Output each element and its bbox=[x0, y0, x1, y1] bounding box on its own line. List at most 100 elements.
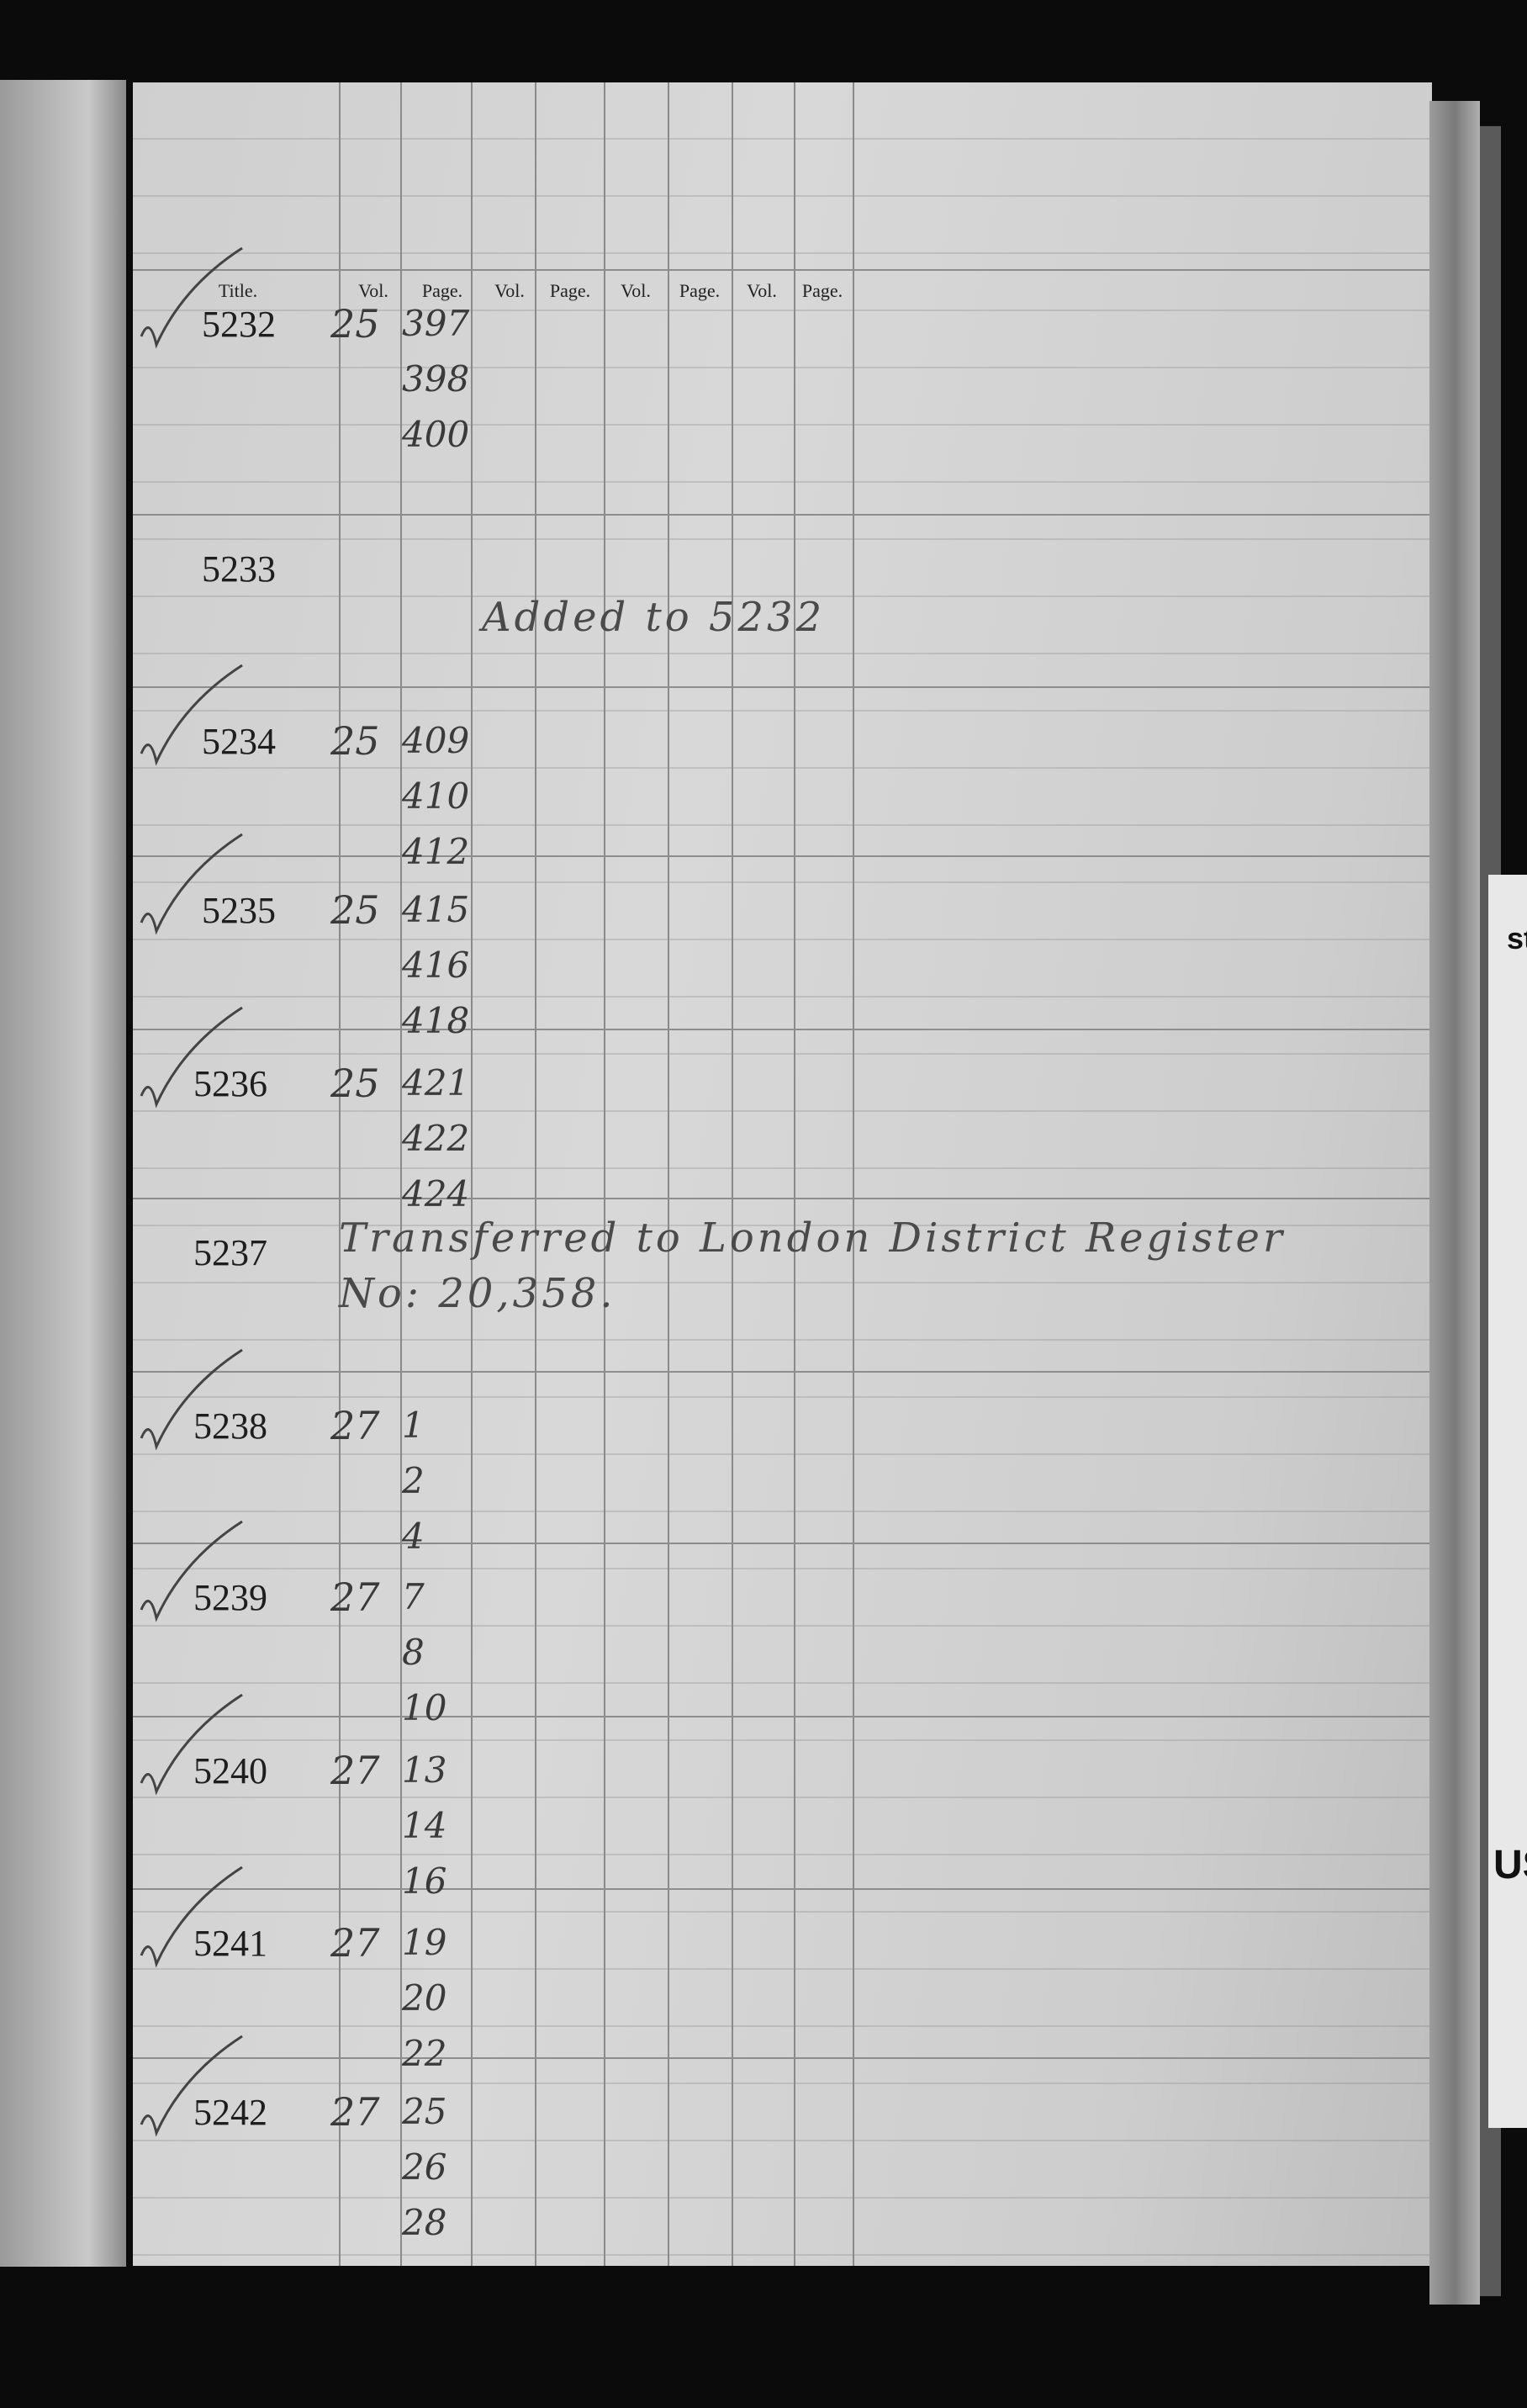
ruling bbox=[133, 82, 1432, 2266]
column-header: Page. bbox=[549, 280, 591, 301]
page-number: 418 bbox=[402, 1000, 470, 1041]
note: Transferred to London District Register bbox=[339, 1215, 1286, 1262]
page-number: 400 bbox=[402, 414, 470, 455]
page-number: 424 bbox=[402, 1173, 470, 1215]
check-stroke bbox=[140, 664, 243, 766]
volume: 27 bbox=[330, 1403, 380, 1448]
edge-fragment: US bbox=[1493, 1843, 1527, 1887]
column-line bbox=[794, 82, 795, 2266]
page-number: 10 bbox=[402, 1687, 447, 1728]
row-line bbox=[133, 514, 1432, 516]
row-line bbox=[133, 1371, 1432, 1373]
page-number: 22 bbox=[402, 2033, 447, 2074]
page-number: 16 bbox=[402, 1860, 447, 1902]
check-stroke bbox=[140, 2035, 243, 2137]
page-number: 412 bbox=[402, 831, 470, 872]
background-paper bbox=[1488, 875, 1527, 2128]
page-number: 422 bbox=[402, 1118, 470, 1159]
row-line bbox=[133, 1029, 1432, 1030]
volume: 25 bbox=[330, 1061, 380, 1106]
volume: 27 bbox=[330, 1574, 380, 1620]
volume: 25 bbox=[330, 301, 380, 347]
check-mark bbox=[140, 1866, 243, 1968]
page-number: 8 bbox=[402, 1632, 425, 1673]
check-stroke bbox=[140, 1866, 243, 1968]
check-mark bbox=[140, 2035, 243, 2137]
page-number: 415 bbox=[402, 889, 470, 930]
page-number: 409 bbox=[402, 720, 470, 761]
volume: 27 bbox=[330, 2089, 380, 2135]
entry-number: 5233 bbox=[202, 548, 276, 590]
column-header: Vol. bbox=[358, 280, 388, 301]
book-cover bbox=[1429, 101, 1480, 2305]
row-line bbox=[133, 269, 1432, 271]
entry-number: 5242 bbox=[193, 2092, 267, 2133]
edge-fragment: st bbox=[1507, 921, 1527, 955]
left-page bbox=[0, 80, 126, 2267]
column-header: Vol. bbox=[621, 280, 651, 301]
note: No: 20,358. bbox=[339, 1270, 616, 1317]
column-line bbox=[471, 82, 473, 2266]
volume: 25 bbox=[330, 887, 380, 933]
entry-number: 5235 bbox=[202, 890, 276, 931]
page-number: 7 bbox=[402, 1576, 425, 1617]
volume: 25 bbox=[330, 718, 380, 764]
page-number: 2 bbox=[402, 1460, 425, 1501]
entry-number: 5234 bbox=[202, 721, 276, 762]
entry-number: 5237 bbox=[193, 1232, 267, 1273]
row-line bbox=[133, 2057, 1432, 2059]
check-mark bbox=[140, 246, 243, 349]
check-mark bbox=[140, 1006, 243, 1109]
entry-number: 5238 bbox=[193, 1405, 267, 1447]
volume: 27 bbox=[330, 1748, 380, 1793]
page-number: 20 bbox=[402, 1977, 447, 2019]
page-number: 410 bbox=[402, 775, 470, 817]
column-header: Title. bbox=[218, 280, 258, 301]
page-number: 4 bbox=[402, 1516, 425, 1557]
column-line bbox=[339, 82, 341, 2266]
row-line bbox=[133, 1198, 1432, 1199]
column-line bbox=[535, 82, 536, 2266]
page-number: 13 bbox=[402, 1749, 447, 1791]
row-line bbox=[133, 1888, 1432, 1890]
page-number: 26 bbox=[402, 2146, 447, 2188]
page-number: 28 bbox=[402, 2202, 447, 2243]
entry-number: 5240 bbox=[193, 1750, 267, 1791]
register-page: Title. Vol. Page. Vol. Page. Vol. Page. Vol. Pag… bbox=[133, 82, 1432, 2266]
check-mark bbox=[140, 833, 243, 935]
page-number: 397 bbox=[402, 303, 470, 344]
column-line bbox=[604, 82, 605, 2266]
row-line bbox=[133, 855, 1432, 857]
entry-number: 5241 bbox=[193, 1923, 267, 1964]
check-stroke bbox=[140, 833, 243, 935]
volume: 27 bbox=[330, 1920, 380, 1966]
column-header: Page. bbox=[421, 280, 463, 301]
column-header: Page. bbox=[801, 280, 843, 301]
page-number: 25 bbox=[402, 2091, 447, 2132]
check-mark bbox=[140, 664, 243, 766]
check-stroke bbox=[140, 1693, 243, 1796]
page-number: 19 bbox=[402, 1922, 447, 1963]
page-number: 416 bbox=[402, 945, 470, 986]
page-number: 421 bbox=[402, 1062, 470, 1103]
check-mark bbox=[140, 1520, 243, 1622]
entry-number: 5236 bbox=[193, 1063, 267, 1104]
row-line bbox=[133, 686, 1432, 688]
check-mark bbox=[140, 1693, 243, 1796]
column-line bbox=[853, 82, 854, 2266]
entry-number: 5239 bbox=[193, 1577, 267, 1618]
column-header: Vol. bbox=[494, 280, 525, 301]
check-stroke bbox=[140, 1520, 243, 1622]
check-stroke bbox=[140, 1348, 243, 1451]
column-header: Vol. bbox=[747, 280, 777, 301]
note: Added to 5232 bbox=[482, 594, 826, 641]
column-line bbox=[732, 82, 733, 2266]
check-stroke bbox=[140, 1006, 243, 1109]
page-number: 398 bbox=[402, 358, 470, 400]
page-number: 14 bbox=[402, 1805, 447, 1846]
entry-number: 5232 bbox=[202, 304, 276, 345]
column-line bbox=[400, 82, 402, 2266]
column-line bbox=[668, 82, 669, 2266]
check-mark bbox=[140, 1348, 243, 1451]
